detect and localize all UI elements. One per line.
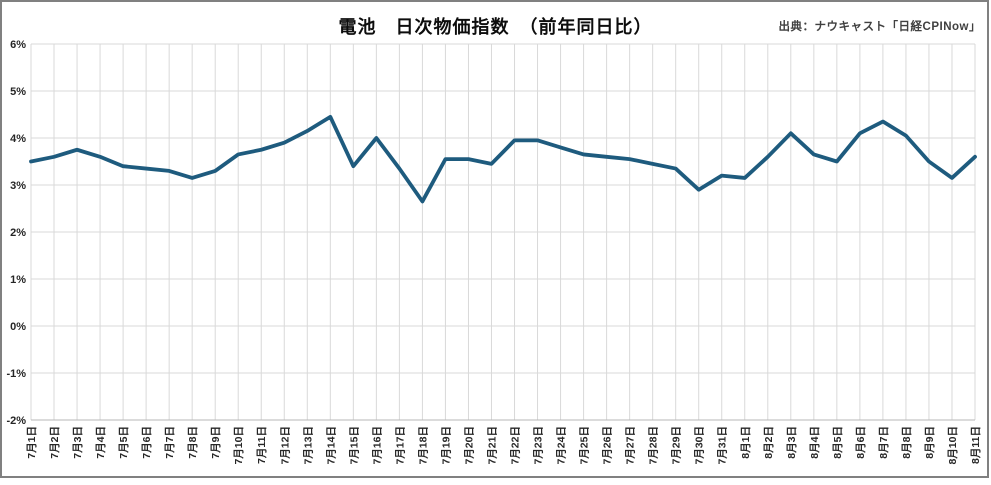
x-tick-label: 7月7日 <box>164 426 176 459</box>
y-tick-label: 3% <box>10 180 26 192</box>
x-tick-label: 7月26日 <box>602 426 614 465</box>
x-tick-label: 8月2日 <box>763 426 775 459</box>
x-tick-label: 7月24日 <box>556 426 568 465</box>
x-tick-label: 7月8日 <box>187 426 199 459</box>
y-tick-label: 1% <box>10 274 26 286</box>
x-tick-label: 7月20日 <box>463 426 475 465</box>
x-tick-label: 7月23日 <box>533 426 545 465</box>
x-tick-label: 8月6日 <box>855 426 867 459</box>
x-tick-label: 7月9日 <box>210 426 222 459</box>
x-tick-label: 7月15日 <box>348 426 360 465</box>
x-tick-label: 7月21日 <box>486 426 498 465</box>
x-tick-label: 8月10日 <box>947 426 959 465</box>
x-tick-label: 7月30日 <box>694 426 706 465</box>
x-tick-label: 7月13日 <box>302 426 314 465</box>
y-tick-label: 6% <box>10 39 26 51</box>
x-tick-label: 7月10日 <box>233 426 245 465</box>
x-tick-label: 8月11日 <box>970 426 982 464</box>
x-tick-label: 7月25日 <box>579 426 591 465</box>
x-tick-label: 7月6日 <box>141 426 153 459</box>
x-tick-label: 7月12日 <box>279 426 291 465</box>
x-tick-label: 7月29日 <box>671 426 683 465</box>
x-tick-label: 8月5日 <box>832 426 844 459</box>
x-tick-label: 7月22日 <box>510 426 522 465</box>
x-tick-label: 7月19日 <box>440 426 452 465</box>
x-tick-label: 7月3日 <box>72 426 84 459</box>
x-tick-label: 7月28日 <box>648 426 660 465</box>
x-tick-label: 7月4日 <box>95 426 107 459</box>
x-tick-label: 7月31日 <box>717 426 729 465</box>
x-tick-label: 8月1日 <box>740 426 752 459</box>
x-tick-label: 7月2日 <box>49 426 61 459</box>
x-tick-label: 8月8日 <box>901 426 913 459</box>
y-tick-label: -2% <box>6 415 26 427</box>
x-tick-label: 8月4日 <box>809 426 821 459</box>
chart-title: 電池 日次物価指数 （前年同日比） <box>338 17 653 37</box>
y-tick-label: 2% <box>10 227 26 239</box>
x-tick-label: 7月11日 <box>256 426 268 464</box>
x-tick-label: 8月7日 <box>878 426 890 459</box>
x-tick-label: 7月14日 <box>325 426 337 465</box>
y-tick-label: 4% <box>10 133 26 145</box>
chart-line <box>29 114 977 204</box>
x-tick-label: 7月5日 <box>118 426 130 459</box>
x-tick-label: 7月18日 <box>417 426 429 465</box>
x-tick-label: 7月16日 <box>371 426 383 465</box>
y-tick-label: -1% <box>6 368 26 380</box>
x-tick-label: 8月9日 <box>924 426 936 459</box>
chart-source-label: 出典：ナウキャスト「日経CPINow」 <box>778 21 981 33</box>
x-tick-label: 8月3日 <box>786 426 798 459</box>
x-tick-label: 7月1日 <box>26 426 38 459</box>
y-tick-label: 0% <box>10 321 26 333</box>
y-tick-label: 5% <box>10 86 26 98</box>
x-tick-label: 7月17日 <box>394 426 406 465</box>
x-tick-label: 7月27日 <box>625 426 637 465</box>
